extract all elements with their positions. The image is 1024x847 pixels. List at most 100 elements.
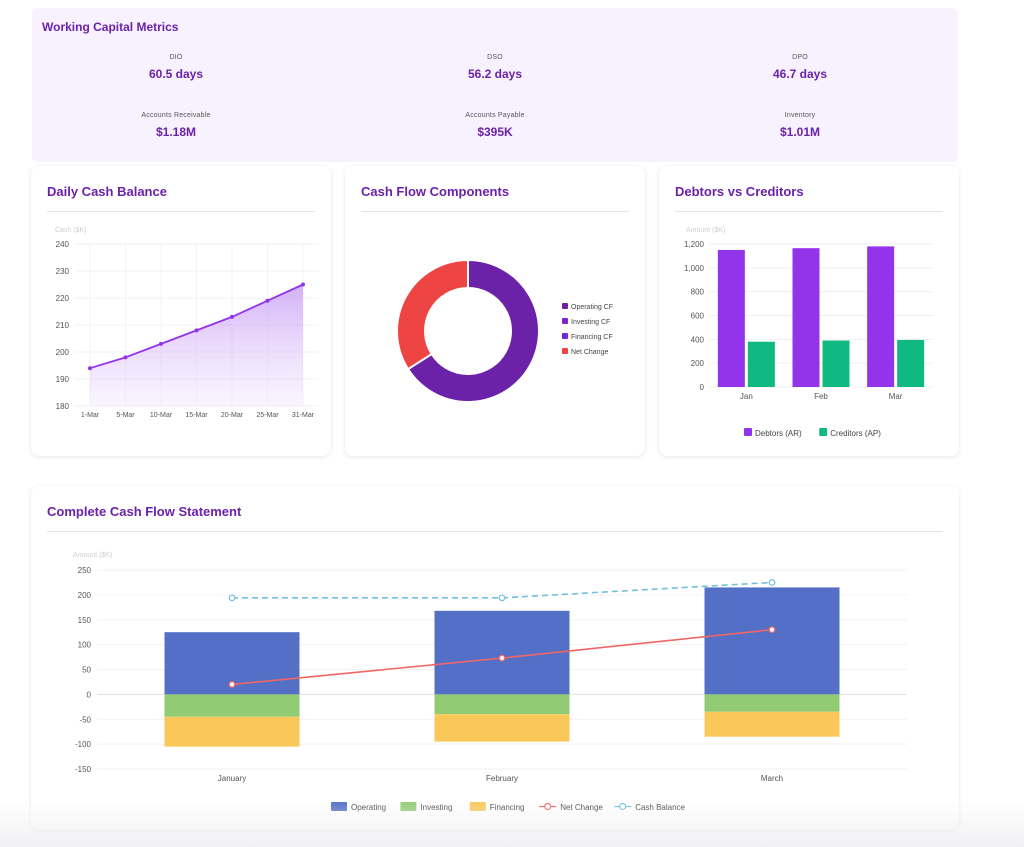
y-tick-label: 1,000 (684, 264, 705, 273)
bar-creditors-ap (747, 341, 775, 387)
area-fill (90, 284, 303, 406)
y-tick-label: 0 (87, 690, 92, 699)
legend-swatch (562, 303, 568, 309)
metric-value: 60.5 days (148, 67, 204, 81)
metric-accounts-receivable: Accounts Receivable $1.18M (76, 112, 276, 139)
donut-slice (406, 258, 540, 403)
legend-label: Debtors (AR) (755, 429, 802, 438)
data-point (301, 282, 305, 287)
working-capital-title: Working Capital Metrics (42, 20, 179, 34)
debtors-creditors-card: Debtors vs Creditors Amount ($K) 0 200 400 6… (659, 166, 959, 456)
x-tick-label: 20-Mar (221, 412, 244, 419)
y-tick-label: 100 (78, 641, 92, 650)
working-capital-panel: Working Capital Metrics DIO 60.5 days DS… (32, 8, 958, 162)
daily-cash-title: Daily Cash Balance (47, 184, 167, 199)
x-tick-label: March (761, 774, 783, 783)
x-tick-label: Jan (740, 392, 753, 401)
data-point (123, 355, 128, 360)
y-tick-label: -150 (75, 765, 92, 774)
x-tick-label: 10-Mar (150, 412, 173, 419)
y-tick-label: 210 (56, 321, 70, 330)
x-tick-label: Feb (814, 392, 828, 401)
divider (675, 211, 943, 212)
bar-investing (164, 694, 300, 717)
x-tick-label: 31-Mar (292, 412, 315, 419)
data-point (228, 594, 236, 602)
metric-value: $1.01M (779, 125, 821, 139)
legend-swatch (562, 348, 568, 354)
metric-dso: DSO 56.2 days (395, 54, 595, 81)
bar-creditors-ap (897, 339, 925, 387)
data-point (230, 314, 234, 319)
debtors-creditors-chart[interactable]: Amount ($K) 0 200 400 600 800 1,000 1,200 Jan Feb… (659, 166, 959, 456)
metric-label: DSO (487, 54, 503, 61)
legend-label: Creditors (AP) (830, 429, 881, 438)
y-tick-label: 50 (82, 666, 91, 675)
metric-value: $395K (477, 125, 513, 139)
legend-label: Operating CF (571, 304, 613, 311)
x-tick-label: 15-Mar (185, 412, 208, 419)
cash-flow-components-card: Cash Flow Components Operating CF Investi… (345, 166, 645, 456)
y-tick-label: 200 (78, 591, 92, 600)
legend-swatch (562, 333, 568, 339)
divider (47, 531, 943, 532)
metric-inventory: Inventory $1.01M (700, 112, 900, 139)
y-tick-label: 200 (56, 348, 70, 357)
donut-slice (396, 258, 469, 371)
x-tick-label: January (218, 774, 246, 783)
y-tick-label: 180 (56, 402, 70, 411)
divider (361, 211, 629, 212)
y-tick-label: 150 (78, 616, 92, 625)
y-tick-label: 0 (700, 383, 705, 392)
metric-value: 46.7 days (772, 67, 828, 81)
bar-financing (434, 714, 570, 742)
data-point (88, 366, 92, 371)
x-tick-label: 5-Mar (116, 412, 135, 419)
x-tick-label: February (486, 774, 518, 783)
bar-creditors-ap (822, 340, 850, 387)
metric-dio: DIO 60.5 days (76, 54, 276, 81)
bar-debtors-ar (717, 249, 745, 387)
legend-swatch (744, 428, 752, 436)
y-tick-label: 190 (56, 375, 70, 384)
metric-label: Accounts Payable (465, 112, 525, 119)
y-tick-label: 200 (691, 359, 705, 368)
cash-flow-statement-chart[interactable]: Amount ($K) -150 -100 -50 0 50 100 150 200 250 Jan… (31, 486, 959, 830)
metric-accounts-payable: Accounts Payable $395K (395, 112, 595, 139)
metric-value: $1.18M (155, 125, 197, 139)
bar-operating (704, 587, 840, 695)
debtors-creditors-title: Debtors vs Creditors (675, 184, 804, 199)
legend-swatch (562, 318, 568, 324)
x-tick-label: 1-Mar (81, 412, 100, 419)
x-tick-label: 25-Mar (256, 412, 279, 419)
cash-flow-statement-card: Complete Cash Flow Statement Amount ($K)… (31, 486, 959, 830)
data-point (265, 298, 270, 303)
daily-cash-chart[interactable]: Cash ($K) 180 190 200 210 220 230 240 1-Mar 5-Mar… (31, 166, 331, 456)
bar-financing (164, 716, 300, 747)
bar-debtors-ar (867, 246, 895, 387)
bar-investing (434, 694, 570, 715)
y-tick-label: 240 (56, 240, 70, 249)
metric-label: DPO (792, 54, 808, 61)
metric-value: 56.2 days (467, 67, 523, 81)
y-tick-label: 800 (691, 288, 705, 297)
legend-label: Financing CF (571, 334, 613, 341)
bar-debtors-ar (792, 248, 820, 387)
y-tick-label: 220 (56, 294, 70, 303)
daily-cash-card: Daily Cash Balance Cash ($K) 180 190 200 210… (31, 166, 331, 456)
legend-label: Investing CF (571, 319, 610, 326)
data-point (498, 654, 506, 662)
data-point (194, 328, 199, 333)
y-tick-label: 250 (78, 566, 92, 575)
x-tick-label: Mar (889, 392, 903, 401)
legend-swatch (819, 428, 828, 436)
data-point (159, 341, 163, 346)
y-tick-label: 1,200 (684, 240, 705, 249)
y-axis-label: Amount ($K) (73, 552, 112, 559)
y-tick-label: -50 (79, 715, 91, 724)
cash-flow-components-title: Cash Flow Components (361, 184, 510, 199)
data-point (228, 681, 236, 688)
cash-flow-components-chart[interactable]: Operating CF Investing CF Financing CF Net … (345, 166, 645, 456)
metric-label: DIO (169, 54, 183, 61)
y-tick-label: 230 (56, 267, 70, 276)
